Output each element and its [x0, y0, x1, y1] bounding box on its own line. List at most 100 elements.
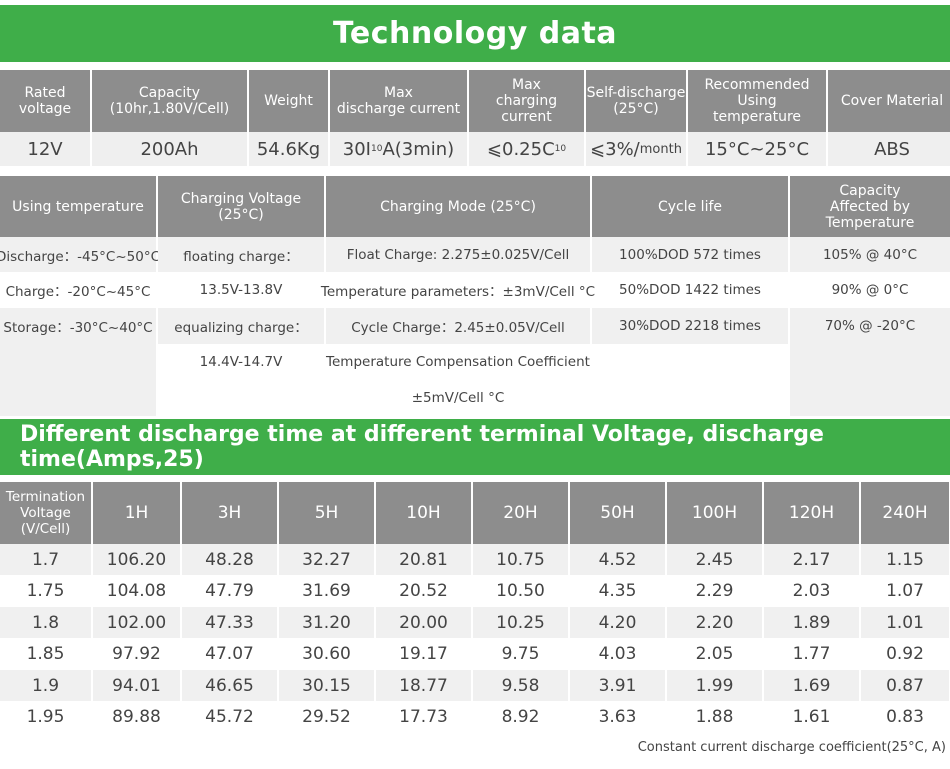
- header-50h: 50H: [570, 482, 665, 544]
- discharge-value-cell: 1.07: [886, 581, 924, 601]
- self-discharge-main: ⩽3%/: [590, 138, 640, 160]
- self-discharge-unit: month: [639, 141, 682, 157]
- discharge-value-cell: 2.20: [667, 607, 762, 638]
- spec-cell: 105% @ 40°C: [790, 237, 950, 272]
- spec-cell: floating charge：: [158, 237, 324, 272]
- spec-cell: 70% @ -20°C: [790, 308, 950, 344]
- discharge-value-cell: 1.15: [861, 544, 949, 575]
- spec-cell: ±5mV/Cell °C: [411, 390, 505, 406]
- value-self-discharge: ⩽3%/month: [586, 132, 686, 166]
- discharge-value-cell: 18.77: [376, 670, 471, 701]
- max-charge-sub: 10: [554, 144, 567, 154]
- spec-cell: Temperature parameters：±3mV/Cell °C: [320, 284, 596, 300]
- discharge-value-cell: 9.58: [473, 670, 568, 701]
- discharge-value-cell: 3.91: [570, 670, 665, 701]
- discharge-value-cell: 29.52: [302, 706, 351, 727]
- header-max-discharge-current: Max discharge current: [330, 70, 467, 132]
- spec-cell: Storage：-30°C~40°C: [0, 308, 156, 344]
- header-charging-voltage: Charging Voltage (25°C): [158, 176, 324, 237]
- value-recommended-temperature: 15°C~25°C: [688, 132, 826, 166]
- spec-cell: 50%DOD 1422 times: [619, 282, 761, 298]
- row-voltage-cell: 1.8: [0, 607, 91, 638]
- row-voltage-cell: 1.95: [26, 706, 65, 727]
- discharge-value-cell: 1.89: [764, 607, 859, 638]
- header-max-charging-current: Max charging current: [469, 70, 584, 132]
- spec-cell: Charge：-20°C~45°C: [5, 284, 151, 300]
- discharge-value-cell: 20.52: [399, 581, 448, 601]
- discharge-value-cell: 31.69: [302, 581, 351, 601]
- spec-cell: 90% @ 0°C: [831, 282, 909, 298]
- discharge-value-cell: 4.20: [570, 607, 665, 638]
- discharge-value-cell: 2.45: [667, 544, 762, 575]
- max-discharge-post: A(3min): [382, 138, 455, 160]
- discharge-value-cell: 1.88: [695, 706, 734, 727]
- max-discharge-sub: 10: [371, 144, 383, 154]
- discharge-value-cell: 1.69: [764, 670, 859, 701]
- spec-cell: [790, 344, 950, 416]
- discharge-value-cell: 17.73: [399, 706, 448, 727]
- discharge-value-cell: 47.33: [182, 607, 277, 638]
- row-voltage-cell: 1.85: [26, 644, 65, 664]
- discharge-value-cell: 0.92: [886, 644, 924, 664]
- discharge-value-cell: 48.28: [182, 544, 277, 575]
- discharge-value-cell: 2.05: [695, 644, 734, 664]
- header-10h: 10H: [376, 482, 471, 544]
- discharge-value-cell: 10.25: [473, 607, 568, 638]
- header-capacity-by-temperature: Capacity Affected by Temperature: [790, 176, 950, 237]
- spec-cell: 14.4V-14.7V: [199, 354, 283, 370]
- value-cover-material: ABS: [828, 132, 950, 166]
- discharge-value-cell: 2.29: [695, 581, 734, 601]
- header-1h: 1H: [93, 482, 180, 544]
- discharge-value-cell: 0.87: [861, 670, 949, 701]
- discharge-value-cell: 20.00: [376, 607, 471, 638]
- header-5h: 5H: [279, 482, 374, 544]
- discharge-value-cell: 1.99: [667, 670, 762, 701]
- discharge-value-cell: 32.27: [279, 544, 374, 575]
- spec-cell: 13.5V-13.8V: [199, 282, 283, 298]
- footnote: Constant current discharge coefficient(2…: [637, 740, 946, 755]
- discharge-value-cell: 47.07: [205, 644, 254, 664]
- value-capacity: 200Ah: [92, 132, 247, 166]
- spec-cell: Discharge：-45°C~50°C: [0, 237, 160, 272]
- discharge-value-cell: 30.60: [302, 644, 351, 664]
- max-discharge-pre: 30I: [342, 138, 371, 160]
- discharge-value-cell: 2.03: [792, 581, 831, 601]
- discharge-value-cell: 47.79: [205, 581, 254, 601]
- discharge-value-cell: 9.75: [501, 644, 540, 664]
- spec-cell: [0, 344, 156, 416]
- value-weight: 54.6Kg: [249, 132, 328, 166]
- discharge-value-cell: 1.01: [861, 607, 949, 638]
- spec-cell: [158, 380, 324, 416]
- discharge-value-cell: 102.00: [93, 607, 180, 638]
- discharge-value-cell: 104.08: [106, 581, 167, 601]
- header-cycle-life: Cycle life: [592, 176, 788, 237]
- value-max-discharge-current: 30I 10 A(3min): [330, 132, 467, 166]
- discharge-value-cell: 20.81: [376, 544, 471, 575]
- header-charging-mode: Charging Mode (25°C): [326, 176, 590, 237]
- header-recommended-temperature: Recommended Using temperature: [688, 70, 826, 132]
- spec-cell: equalizing charge：: [158, 308, 324, 344]
- header-240h: 240H: [861, 482, 949, 544]
- spec-cell: [592, 344, 788, 416]
- discharge-value-cell: 46.65: [182, 670, 277, 701]
- spec-cell: Temperature Compensation Coefficient: [326, 354, 590, 370]
- header-termination-voltage: Termination Voltage (V/Cell): [0, 482, 91, 544]
- header-self-discharge: Self-discharge (25°C): [586, 70, 686, 132]
- header-using-temperature: Using temperature: [0, 176, 156, 237]
- discharge-value-cell: 10.75: [473, 544, 568, 575]
- tech-data-table: Rated voltage Capacity (10hr,1.80V/Cell)…: [0, 70, 950, 166]
- discharge-value-cell: 97.92: [112, 644, 161, 664]
- discharge-value-cell: 10.50: [496, 581, 545, 601]
- header-20h: 20H: [473, 482, 568, 544]
- discharge-value-cell: 31.20: [279, 607, 374, 638]
- header-capacity: Capacity (10hr,1.80V/Cell): [92, 70, 247, 132]
- discharge-value-cell: 30.15: [279, 670, 374, 701]
- discharge-value-cell: 1.77: [792, 644, 831, 664]
- spec-cell: Float Charge: 2.275±0.025V/Cell: [326, 237, 590, 272]
- spec-cell: Cycle Charge：2.45±0.05V/Cell: [326, 308, 590, 344]
- max-charge-pre: ⩽0.25C: [486, 138, 555, 160]
- discharge-value-cell: 8.92: [501, 706, 540, 727]
- discharge-value-cell: 89.88: [112, 706, 161, 727]
- header-weight: Weight: [249, 70, 328, 132]
- header-rated-voltage: Rated voltage: [0, 70, 90, 132]
